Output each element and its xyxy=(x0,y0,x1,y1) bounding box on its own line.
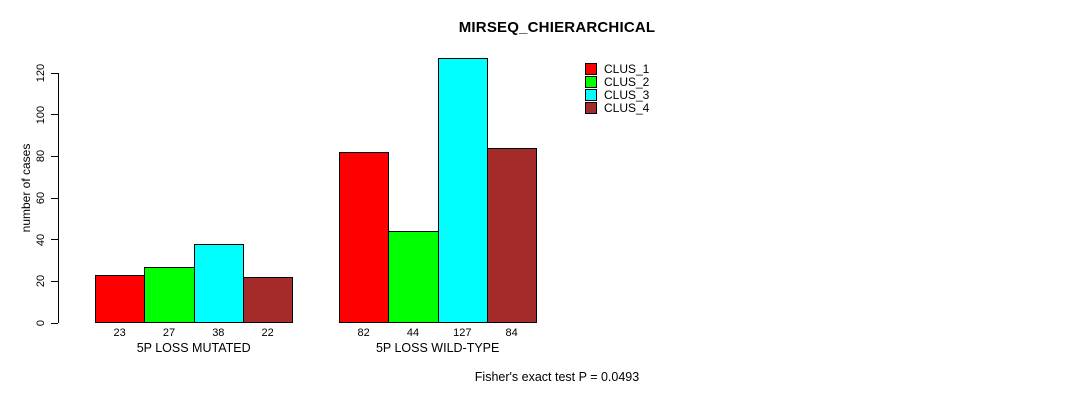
y-tick-label: 60 xyxy=(35,191,47,205)
y-tick xyxy=(51,155,58,157)
legend-swatch xyxy=(585,62,597,75)
bar xyxy=(242,277,294,323)
legend-swatch xyxy=(585,75,597,88)
bar xyxy=(144,266,195,323)
chart-title: MIRSEQ_CHIERARCHICAL xyxy=(458,19,656,36)
bar-value-label: 38 xyxy=(212,327,225,339)
y-tick-label: 40 xyxy=(35,233,47,246)
legend: CLUS_1 CLUS_2 CLUS_3 CLUS_4 xyxy=(585,62,649,115)
y-tick xyxy=(51,239,58,241)
legend-label: CLUS_1 xyxy=(604,61,650,76)
legend-row: CLUS_3 xyxy=(585,88,649,101)
bar-value-label: 23 xyxy=(113,327,126,339)
category-label: 5P LOSS WILD-TYPE xyxy=(375,341,500,355)
y-tick xyxy=(51,114,58,116)
bar-value-label: 84 xyxy=(505,327,518,339)
legend-swatch xyxy=(585,102,597,115)
category-label: 5P LOSS MUTATED xyxy=(136,341,251,355)
y-tick-label: 0 xyxy=(35,319,47,327)
legend-label: CLUS_3 xyxy=(604,87,650,102)
bar xyxy=(339,152,390,323)
annotation-text: Fisher's exact test P = 0.0493 xyxy=(474,370,640,384)
bar xyxy=(95,275,146,323)
legend-row: CLUS_1 xyxy=(585,62,649,75)
y-tick-label: 20 xyxy=(35,275,47,288)
legend-row: CLUS_2 xyxy=(585,75,649,88)
bar xyxy=(437,58,488,323)
y-axis-line xyxy=(58,73,59,323)
legend-label: CLUS_2 xyxy=(604,74,650,89)
bar-value-label: 22 xyxy=(261,327,274,339)
bar xyxy=(388,231,439,323)
bar-value-label: 82 xyxy=(357,327,370,339)
y-tick xyxy=(51,72,58,74)
y-tick-label: 120 xyxy=(35,63,47,83)
y-tick xyxy=(51,197,58,199)
bar xyxy=(193,243,244,323)
bar-value-label: 27 xyxy=(162,327,176,339)
y-tick-label: 100 xyxy=(35,105,47,124)
legend-label: CLUS_4 xyxy=(604,101,650,116)
y-tick xyxy=(51,280,58,282)
bar-value-label: 127 xyxy=(453,327,472,339)
y-tick xyxy=(51,322,58,324)
y-tick-label: 80 xyxy=(35,150,47,163)
bar-value-label: 44 xyxy=(406,327,420,339)
legend-row: CLUS_4 xyxy=(585,102,649,115)
bar xyxy=(486,148,538,323)
legend-swatch xyxy=(585,88,597,101)
